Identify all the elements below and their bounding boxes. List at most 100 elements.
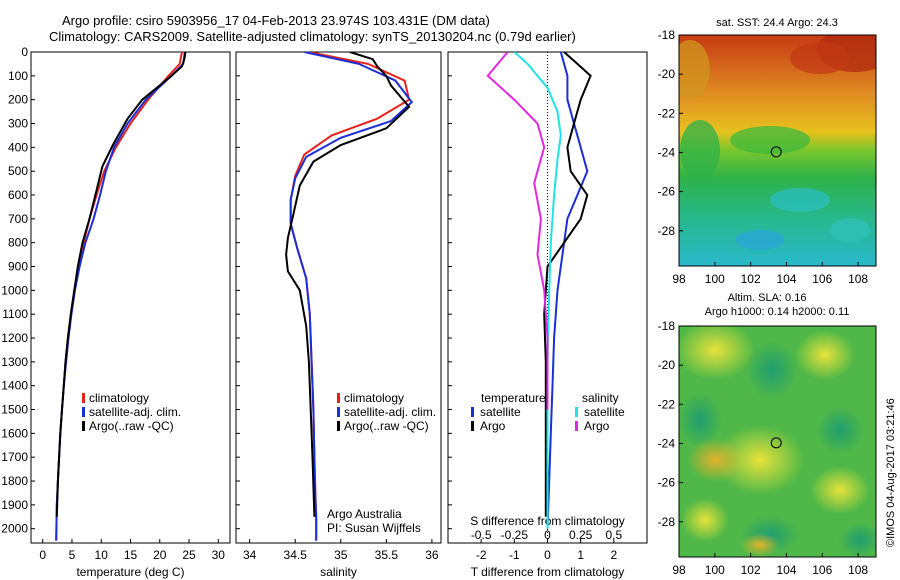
sst-map-float-marker — [770, 146, 782, 158]
temp-series-1 — [55, 52, 186, 541]
diff-legend-label: satellite — [584, 405, 625, 419]
diff-legend-swatch — [471, 421, 474, 431]
sst-map-xtick-label: 108 — [848, 272, 868, 286]
sla-map-title-1: Altim. SLA: 0.16 — [728, 292, 807, 304]
temp-legend-swatch — [82, 407, 85, 417]
sla-map-xtick-label: 106 — [812, 563, 832, 577]
sla-map-patch — [838, 522, 876, 557]
sst-map-title: sat. SST: 24.4 Argo: 24.3 — [716, 17, 838, 29]
sst-map-ytick-label: -26 — [658, 185, 676, 199]
temp-ytick-label: 800 — [8, 236, 28, 250]
sal-series-1 — [289, 52, 414, 541]
sst-map-patch — [770, 188, 830, 212]
diff-xtick2-label: 0.5 — [605, 528, 622, 542]
diff-xtick2-label: 0 — [544, 528, 551, 542]
temp-ytick-label: 600 — [8, 188, 28, 202]
temp-xtick-label: 25 — [182, 548, 196, 562]
temp-series-0 — [55, 52, 183, 541]
temp-ytick-label: 1500 — [1, 403, 28, 417]
diff-legend-swatch — [575, 421, 578, 431]
sal-xtick-label: 35.5 — [375, 548, 399, 562]
diff-legend-label: Argo — [480, 419, 506, 433]
sla-map-xtick-label: 102 — [741, 563, 761, 577]
temp-ytick-label: 1200 — [1, 331, 28, 345]
sla-map-xtick-label: 108 — [848, 563, 868, 577]
sst-map-xtick-label: 98 — [672, 272, 686, 286]
sal-legend-label: climatology — [344, 391, 404, 405]
title-line-1: Argo profile: csiro 5903956_17 04-Feb-20… — [62, 13, 490, 28]
sla-map-patch — [740, 533, 780, 557]
sst-map-patch — [736, 230, 784, 250]
temp-ytick-label: 1900 — [1, 498, 28, 512]
temp-xtick-label: 30 — [212, 548, 226, 562]
sal-legend-swatch — [337, 421, 340, 431]
title-line-2: Climatology: CARS2009. Satellite-adjuste… — [49, 29, 576, 44]
diff-xtick2-label: -0.5 — [471, 528, 492, 542]
sla-map-ytick-label: -22 — [658, 397, 676, 411]
sla-map-frame — [678, 325, 877, 558]
sst-map-patch — [730, 126, 810, 154]
diff-xtick-label: 0 — [544, 548, 551, 562]
sst-map-patch — [679, 40, 710, 100]
sal-xlabel: salinity — [320, 565, 357, 579]
temp-xtick-label: 10 — [95, 548, 109, 562]
sst-map-xtick-label: 104 — [776, 272, 796, 286]
temp-ytick-label: 500 — [8, 164, 28, 178]
diff-legend-temp-title: temperature — [481, 391, 546, 405]
sla-map-patch — [795, 330, 855, 380]
diff-xtick-label: 2 — [610, 548, 617, 562]
sal-frame — [235, 51, 442, 544]
temp-legend-label: satellite-adj. clim. — [89, 405, 181, 419]
temp-ytick-label: 400 — [8, 140, 28, 154]
temp-ytick-label: 1800 — [1, 474, 28, 488]
temp-xtick-label: 15 — [124, 548, 138, 562]
sla-map-ytick-label: -18 — [658, 319, 676, 333]
sst-map-xtick-label: 102 — [741, 272, 761, 286]
temp-ytick-label: 2000 — [1, 522, 28, 536]
sst-map-ytick-label: -22 — [658, 106, 676, 120]
temp-legend-label: Argo(..raw -QC) — [89, 419, 174, 433]
sla-map-patch — [816, 406, 864, 454]
sla-map-xtick-label: 100 — [705, 563, 725, 577]
sal-xtick-label: 34 — [243, 548, 257, 562]
temp-legend-swatch — [82, 421, 85, 431]
sst-map-frame — [678, 34, 877, 267]
temp-ytick-label: 200 — [8, 93, 28, 107]
diff-legend-swatch — [575, 407, 578, 417]
temp-frame — [30, 51, 231, 544]
sla-map-xtick-label: 98 — [672, 563, 686, 577]
sst-map-xtick-label: 106 — [812, 272, 832, 286]
diff-legend-sal-title: salinity — [582, 391, 619, 405]
temp-legend-label: climatology — [89, 391, 149, 405]
sal-annotation-1: Argo Australia — [327, 507, 402, 521]
temp-ytick-label: 1300 — [1, 355, 28, 369]
diff-xtick2-label: -0.25 — [501, 528, 529, 542]
sla-map-float-marker — [770, 437, 782, 449]
temp-xtick-label: 5 — [69, 548, 76, 562]
diff-xlabel: T difference from climatology — [471, 565, 625, 579]
sla-map-patch — [681, 498, 729, 542]
sla-map-patch — [810, 466, 870, 514]
sal-annotation-2: PI: Susan Wijffels — [327, 521, 421, 535]
temp-ytick-label: 0 — [21, 45, 28, 59]
temp-xtick-label: 20 — [153, 548, 167, 562]
sal-legend-swatch — [337, 393, 340, 403]
diff-legend-label: satellite — [480, 405, 521, 419]
sal-series-2 — [285, 52, 411, 517]
sla-map-patch — [679, 392, 722, 448]
sst-map-patch — [830, 218, 870, 242]
temp-xtick-label: 0 — [39, 548, 46, 562]
sal-legend-label: Argo(..raw -QC) — [344, 419, 429, 433]
diff-legend-label: Argo — [584, 419, 610, 433]
sst-map-xtick-label: 100 — [705, 272, 725, 286]
sst-map-ytick-label: -28 — [658, 224, 676, 238]
sal-xtick-label: 36 — [425, 548, 439, 562]
sst-map-patch — [680, 120, 720, 180]
diff-xtick2-label: 0.25 — [569, 528, 593, 542]
sla-map-patch — [679, 326, 755, 380]
temp-ytick-label: 1100 — [2, 307, 28, 321]
sla-map-ytick-label: -26 — [658, 476, 676, 490]
sla-map-ytick-label: -24 — [658, 436, 676, 450]
sst-map-ytick-label: -20 — [658, 67, 676, 81]
